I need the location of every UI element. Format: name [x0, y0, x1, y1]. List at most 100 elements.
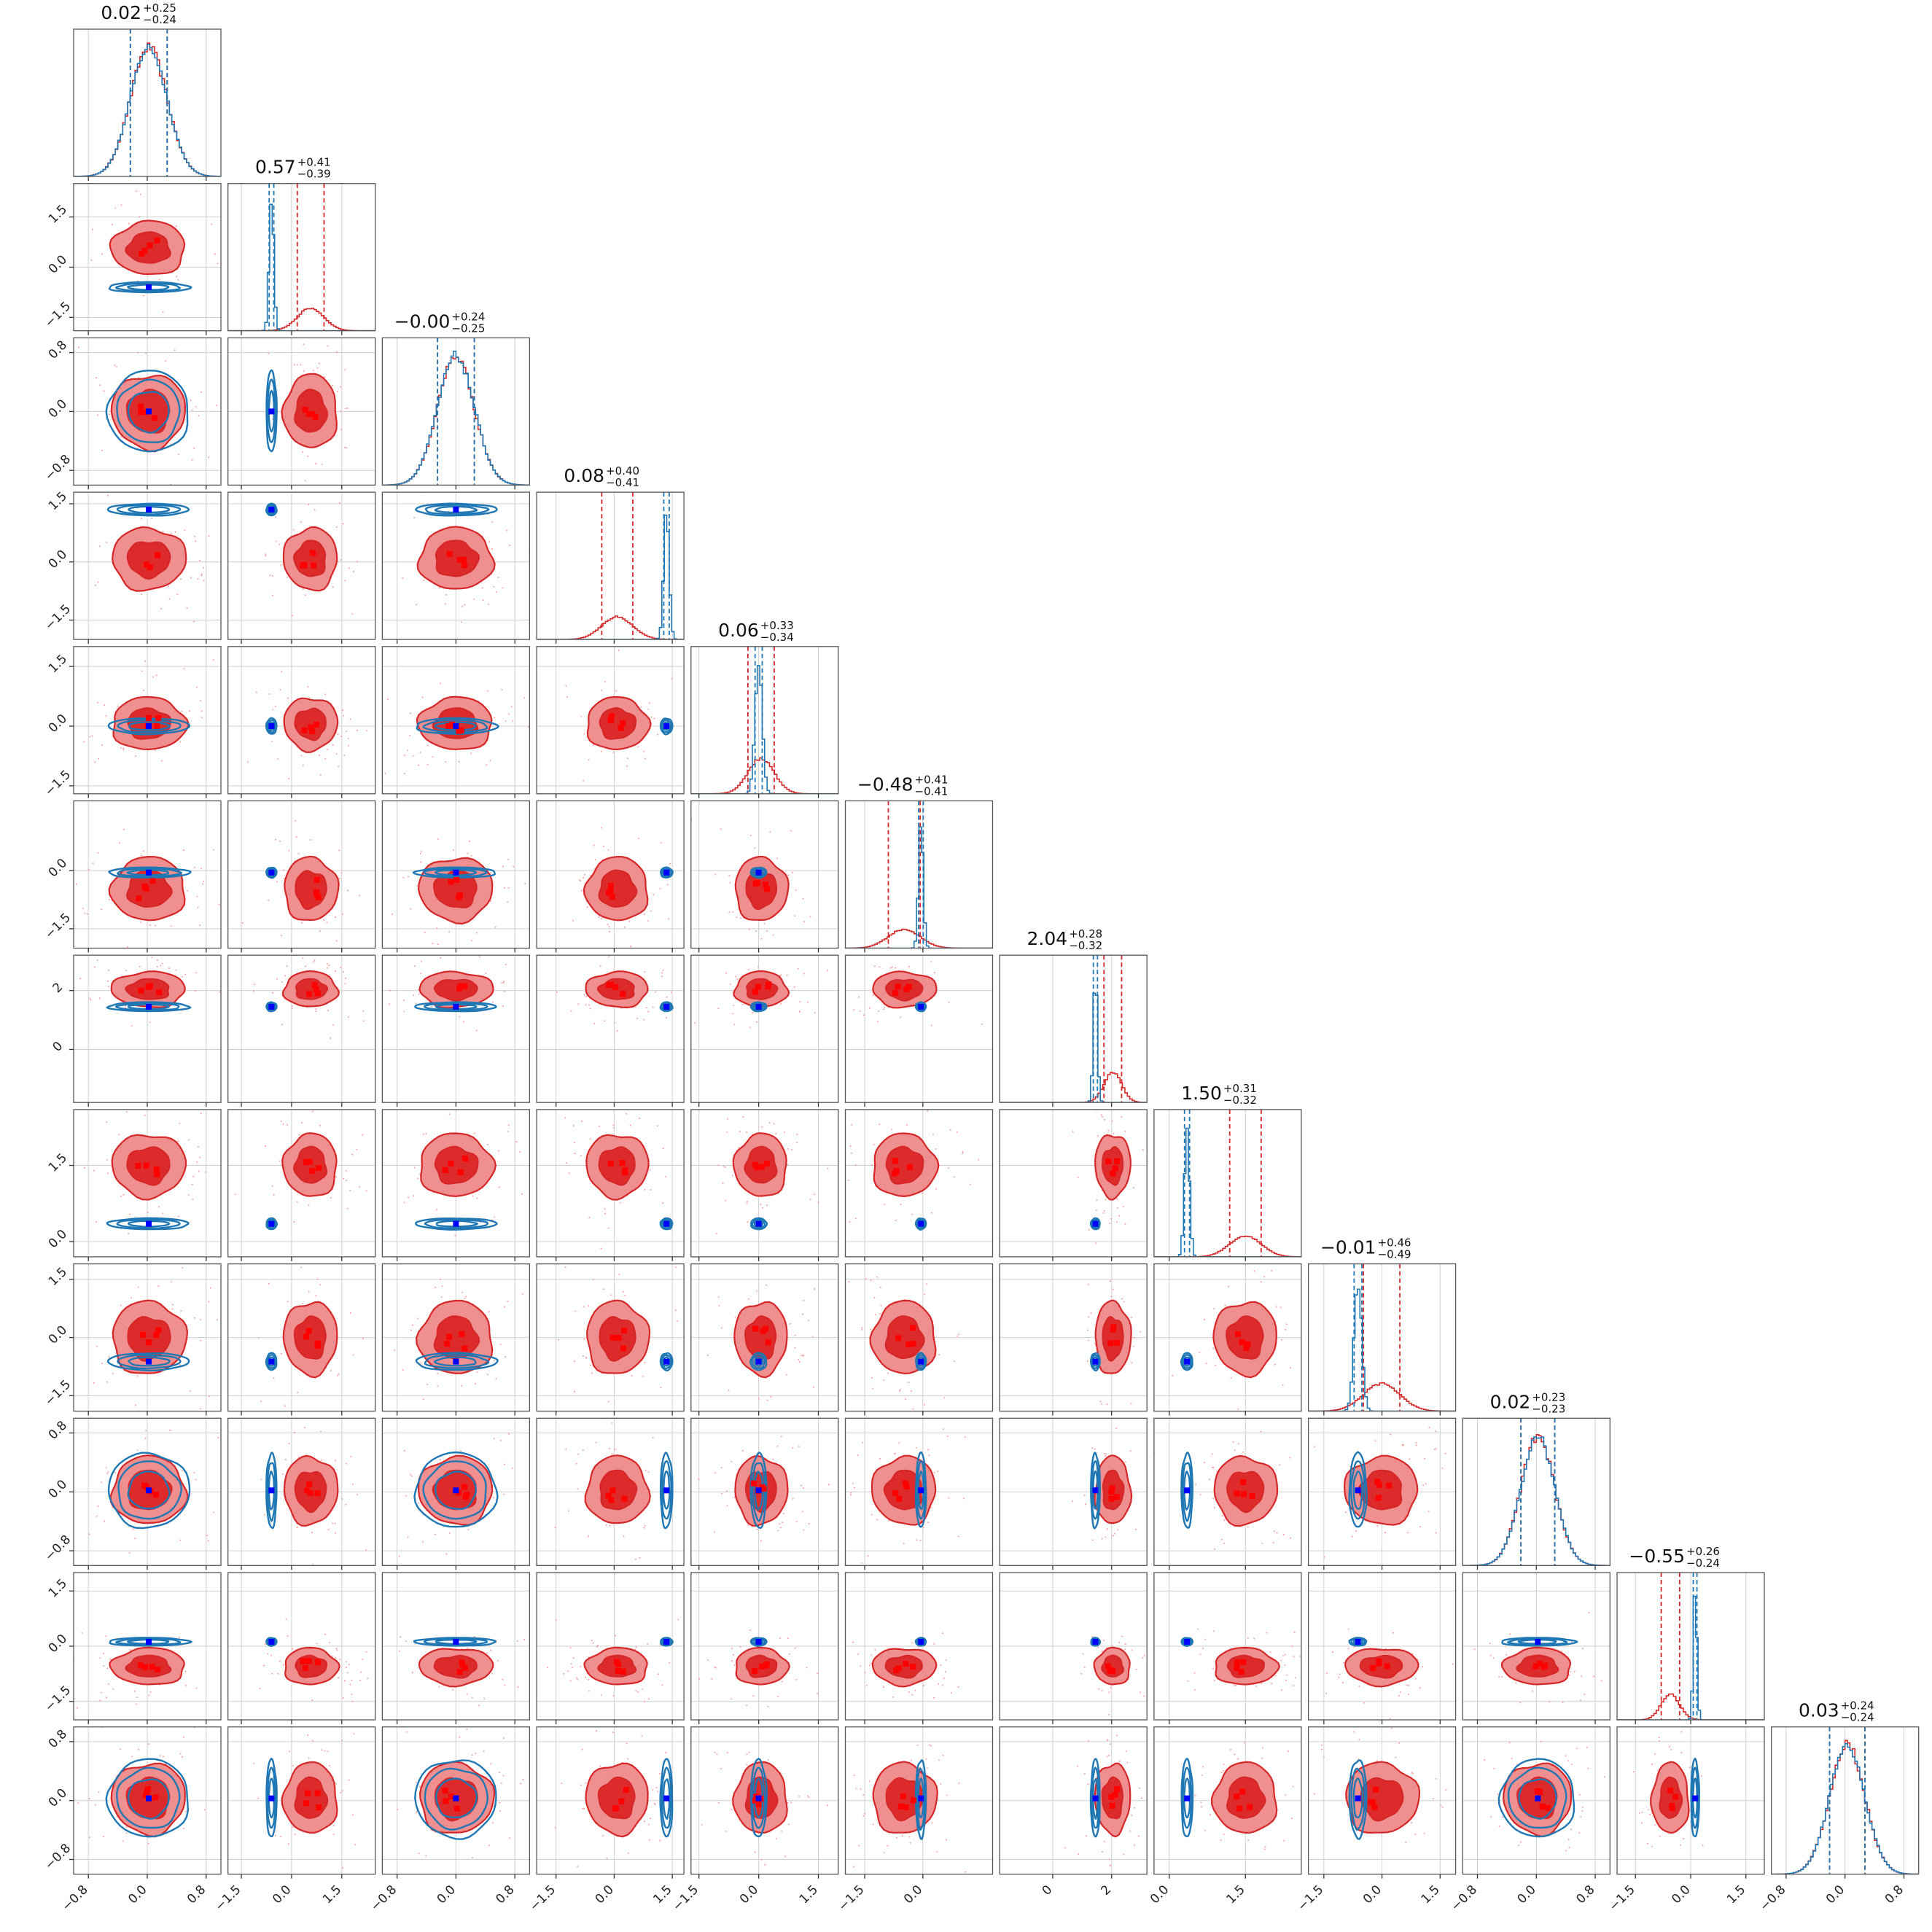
sample-dot: [460, 1450, 462, 1452]
sample-dot: [711, 1678, 713, 1680]
sample-dot: [140, 1705, 141, 1706]
sample-dot: [523, 1639, 526, 1640]
sample-dot: [134, 1404, 136, 1406]
sample-dot: [1094, 1343, 1097, 1345]
blue-marker: [918, 1003, 924, 1010]
sample-dot: [556, 991, 558, 993]
sample-dot: [149, 1691, 152, 1693]
sample-dot: [195, 405, 197, 408]
sample-dot: [419, 752, 421, 754]
sample-dot: [912, 1408, 914, 1410]
sample-dot: [280, 1352, 282, 1355]
scatter-panel: [227, 954, 376, 1107]
sample-dot: [403, 1010, 405, 1013]
sample-dot: [184, 1670, 187, 1672]
sample-dot: [726, 1505, 728, 1507]
sample-dot: [600, 1694, 602, 1696]
blue-marker: [918, 1487, 924, 1494]
sample-dot: [182, 1736, 184, 1738]
sample-dot: [1247, 1526, 1249, 1528]
sample-dot: [410, 1473, 411, 1476]
blue-contour: [105, 369, 189, 453]
sample-dot: [1204, 1638, 1207, 1640]
blue-contour: [126, 869, 170, 876]
sample-dot: [473, 598, 475, 600]
panel-frame: [844, 1263, 994, 1412]
blue-contour: [1089, 1352, 1101, 1371]
panel-content: [572, 827, 674, 948]
red-contour-inner: [1226, 1315, 1264, 1360]
sample-dot: [569, 1647, 572, 1649]
blue-marker: [755, 1638, 762, 1645]
sample-dot: [583, 994, 585, 996]
blue-marker: [1092, 1220, 1099, 1227]
blue-contour: [660, 1637, 674, 1647]
sample-dot: [779, 1637, 781, 1639]
sample-dot: [1261, 1542, 1263, 1544]
sample-dot: [1116, 1221, 1118, 1223]
sample-dot: [329, 1764, 331, 1767]
sample-dot: [1314, 1446, 1315, 1448]
sample-dot: [409, 734, 411, 736]
sample-dot: [445, 1553, 448, 1555]
sample-dot: [282, 1123, 284, 1125]
sample-dot: [555, 1619, 557, 1621]
red-marker: [308, 724, 314, 731]
sample-dot: [1435, 1532, 1437, 1534]
sample-dot: [962, 1497, 965, 1500]
sample-dot: [799, 1010, 801, 1013]
sample-dot: [410, 908, 412, 910]
sample-dot: [88, 1797, 90, 1799]
sample-dot: [566, 696, 568, 698]
sample-dot: [722, 1165, 725, 1167]
sample-dot: [1358, 1685, 1360, 1687]
sample-dot: [570, 1010, 572, 1012]
sample-dot: [328, 965, 330, 967]
sample-dot: [911, 1642, 914, 1644]
sample-dot: [486, 1374, 488, 1376]
sample-dot: [624, 926, 626, 928]
sample-dot: [742, 1731, 744, 1732]
sample-dot: [803, 921, 806, 923]
blue-contour: [661, 1460, 673, 1520]
sample-dot: [335, 1176, 337, 1178]
scatter-panel: [1153, 1417, 1302, 1570]
blue-contour: [116, 1218, 181, 1230]
sample-dot: [1406, 1684, 1408, 1686]
sample-dot: [798, 1361, 801, 1363]
red-marker: [151, 415, 157, 421]
sample-dot: [1131, 1362, 1133, 1364]
sample-dot: [646, 1007, 647, 1009]
sample-dot: [341, 1498, 343, 1500]
blue-contour: [127, 1638, 170, 1645]
blue-contour: [127, 1003, 171, 1010]
sample-dot: [269, 574, 271, 576]
sample-dot: [757, 966, 760, 967]
red-marker: [752, 989, 758, 995]
sample-dot: [188, 710, 190, 712]
sample-dot: [1090, 1312, 1092, 1314]
sample-dot: [610, 1294, 612, 1296]
red-marker: [457, 892, 464, 898]
panel-frame: [536, 646, 685, 795]
blue-marker: [1092, 1487, 1099, 1494]
sample-dot: [1101, 1689, 1103, 1691]
scatter-panel: [999, 1417, 1148, 1570]
sample-dot: [728, 1390, 730, 1391]
sample-dot: [1399, 1691, 1401, 1694]
sample-dot: [109, 899, 110, 900]
sample-dot: [938, 1683, 939, 1685]
sample-dot: [308, 696, 311, 698]
sample-dot: [1363, 1702, 1365, 1704]
sample-dot: [155, 924, 156, 927]
blue-contour: [265, 1217, 278, 1231]
blue-marker: [755, 869, 762, 876]
sample-dot: [618, 1273, 620, 1275]
panel-content: [690, 819, 811, 949]
sample-dot: [380, 967, 381, 969]
blue-contour: [1181, 1462, 1193, 1522]
sample-dot: [726, 1490, 728, 1492]
sample-dot: [868, 1664, 870, 1667]
red-marker: [456, 1669, 463, 1675]
sample-dot: [292, 1648, 294, 1650]
